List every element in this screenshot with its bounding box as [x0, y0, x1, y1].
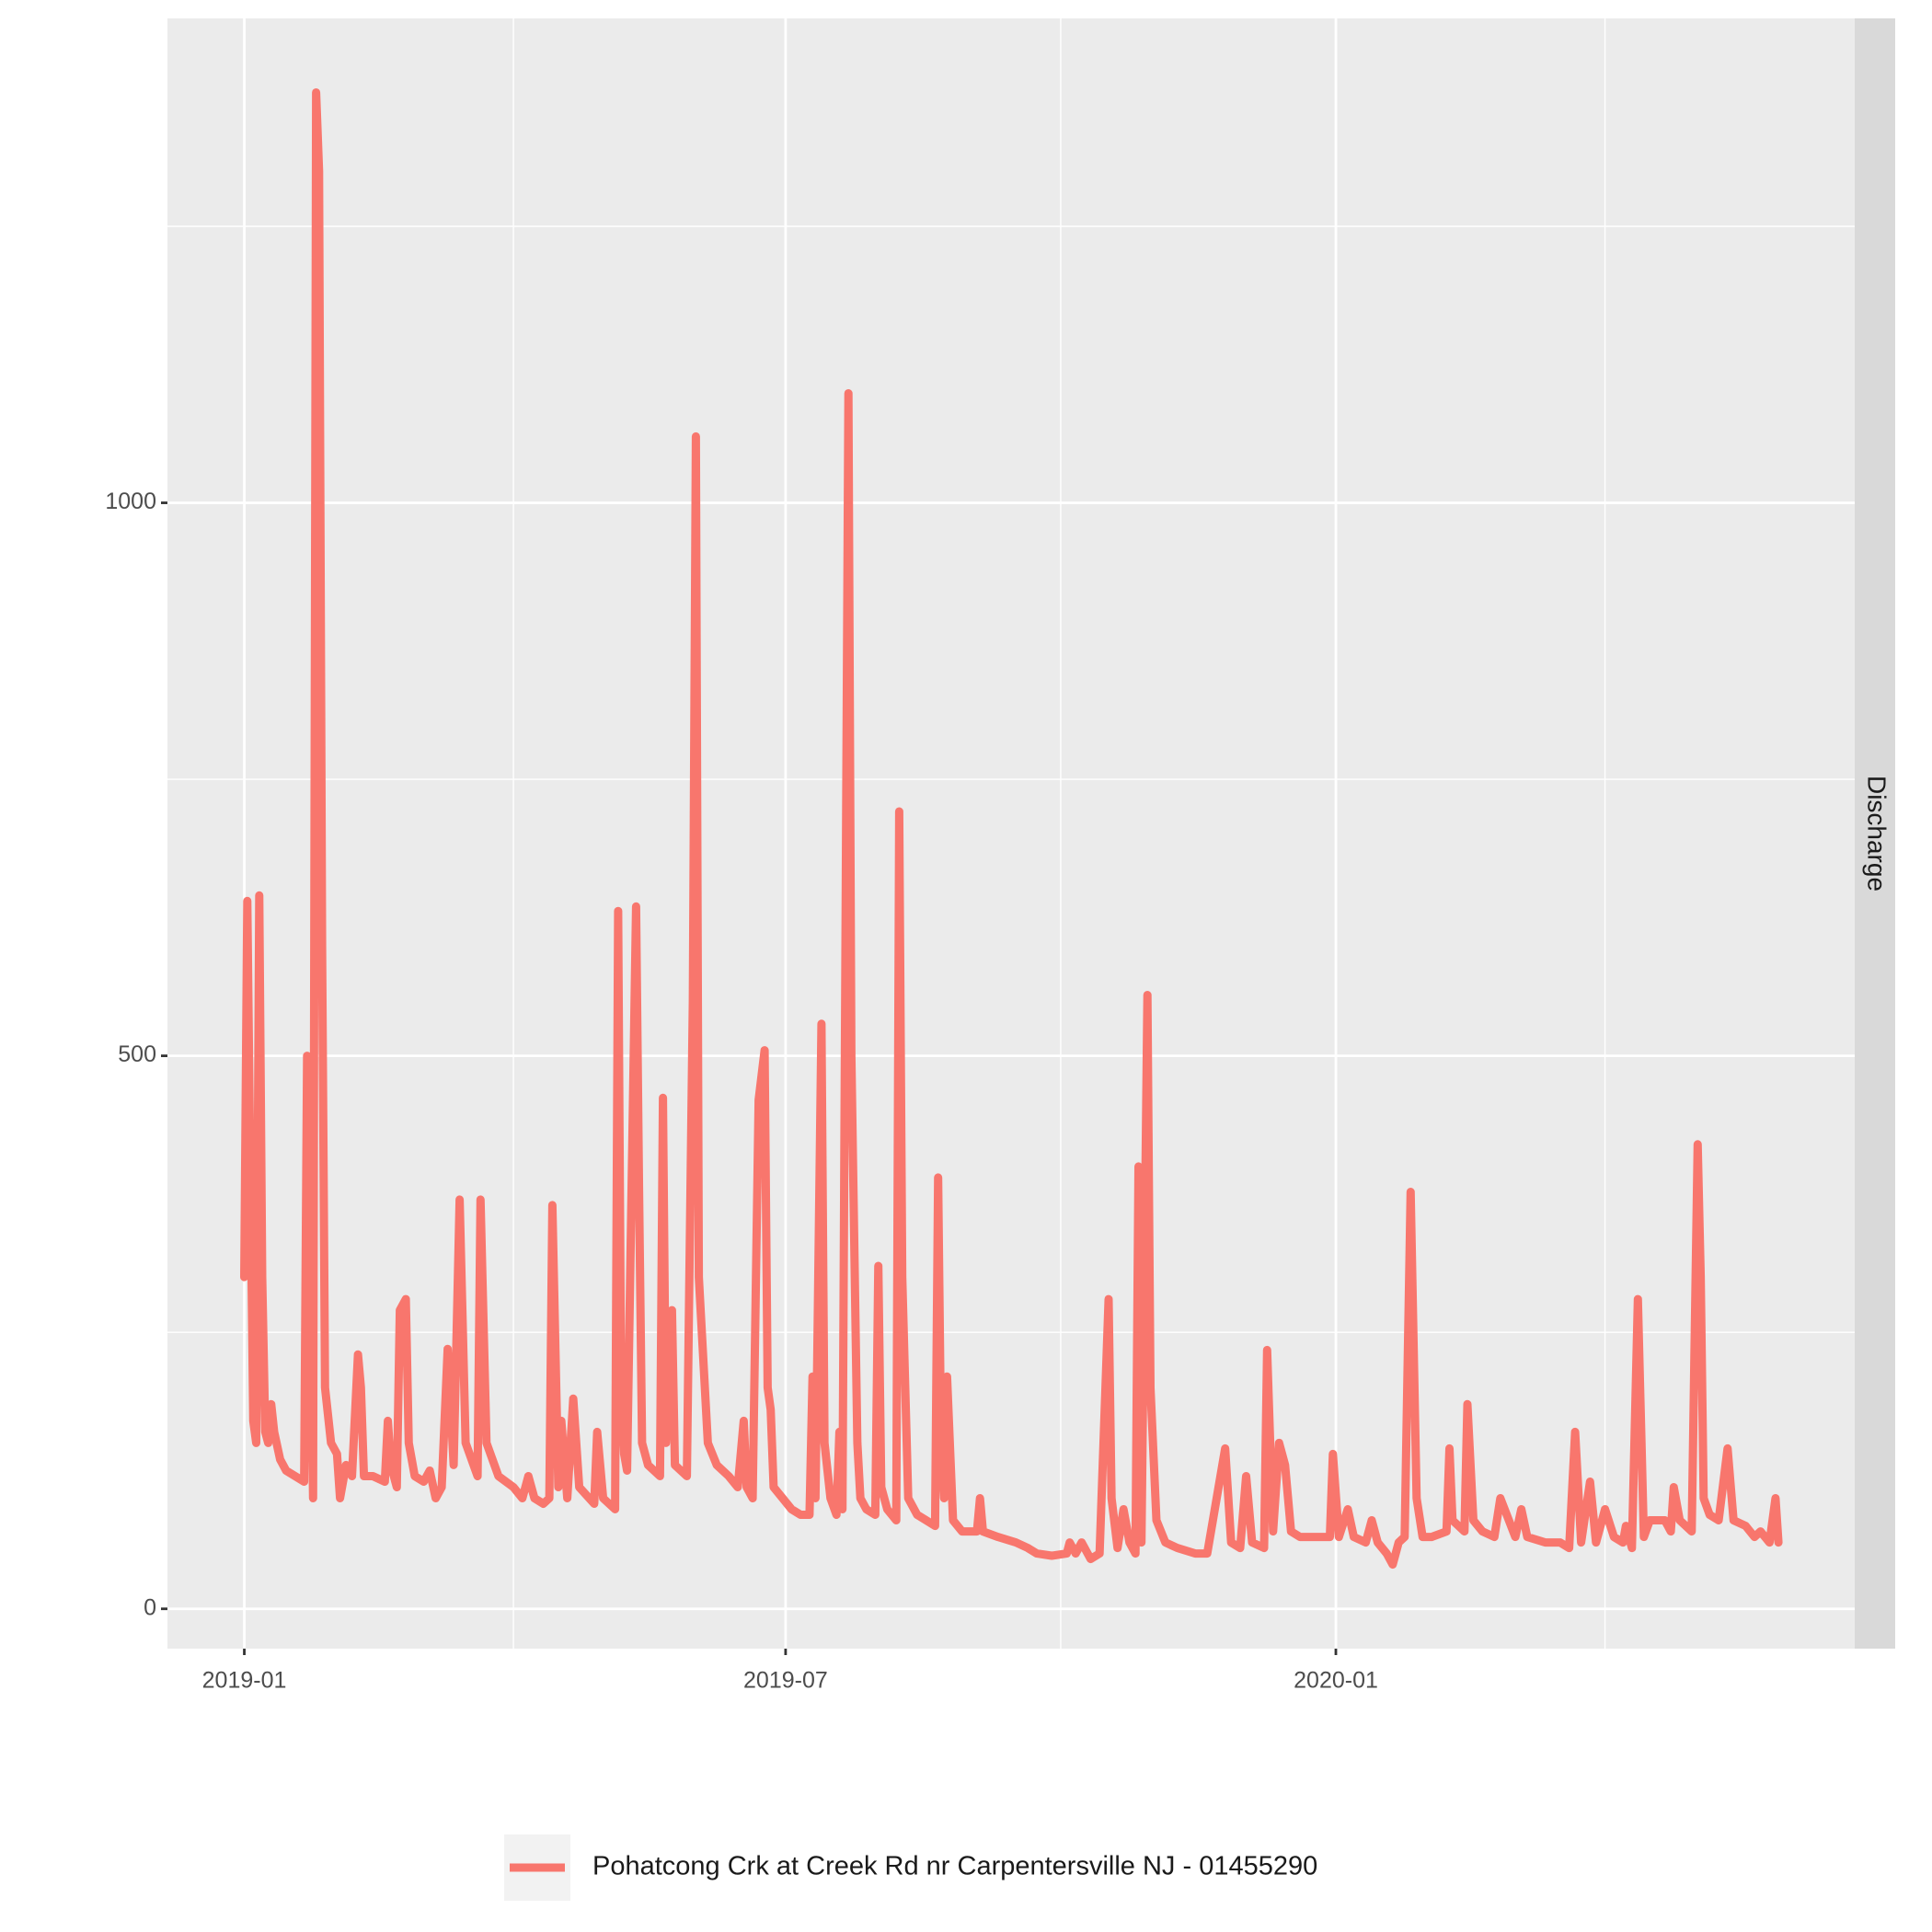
y-tick-label: 0 [144, 1594, 156, 1620]
legend-label: Pohatcong Crk at Creek Rd nr Carpentersv… [592, 1852, 1317, 1881]
data-line [240, 88, 1783, 1570]
x-tick-label: 2020-01 [1294, 1668, 1378, 1694]
facet-label: Discharge [1863, 776, 1892, 891]
panel-background [167, 18, 1855, 1649]
x-tick-label: 2019-07 [743, 1668, 828, 1694]
x-tick-label: 2019-01 [202, 1668, 287, 1694]
facet-strip [1855, 18, 1895, 1649]
y-tick-label: 500 [118, 1041, 156, 1067]
y-tick-label: 1000 [105, 489, 156, 514]
plot-layer [167, 18, 1855, 1649]
